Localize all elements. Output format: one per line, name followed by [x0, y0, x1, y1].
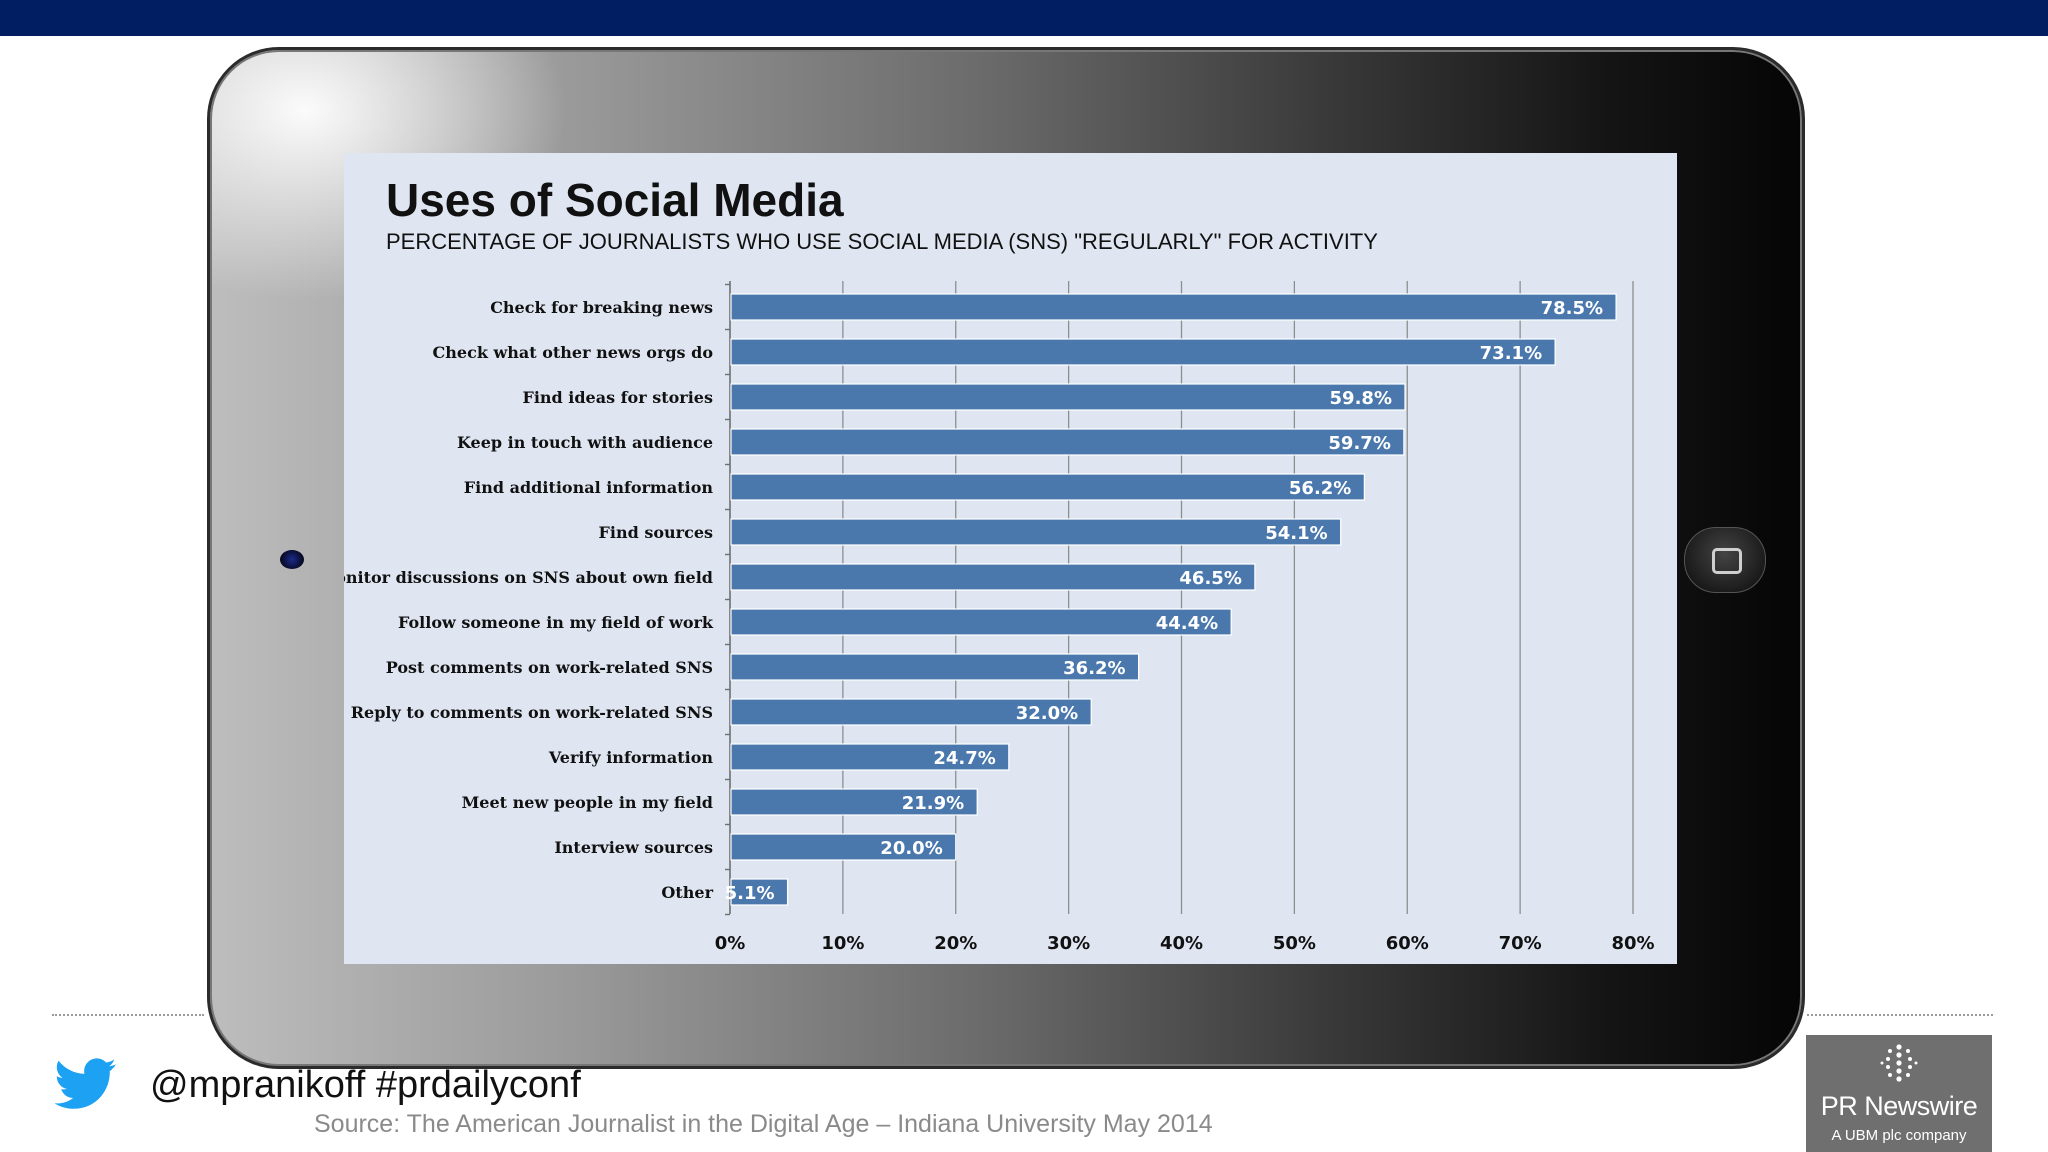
x-tick-label: 30% [1047, 933, 1090, 954]
bar-data-label: 20.0% [880, 838, 942, 859]
source-citation: Source: The American Journalist in the D… [314, 1110, 1213, 1138]
bar-data-label: 78.5% [1541, 298, 1603, 319]
bar-data-label: 59.8% [1330, 388, 1392, 409]
bar-data-label: 46.5% [1179, 568, 1241, 589]
category-label: Post comments on work-related SNS [386, 658, 713, 677]
bar [730, 833, 957, 861]
category-label: Meet new people in my field [462, 793, 713, 812]
logo-tagline: A UBM plc company [1831, 1127, 1967, 1144]
pr-newswire-logo: PR Newswire A UBM plc company [1806, 1035, 1992, 1152]
bar [730, 518, 1342, 546]
bar [730, 293, 1617, 321]
camera-icon [280, 550, 304, 569]
bar-data-label: 5.1% [725, 883, 775, 904]
twitter-bird-icon [55, 1058, 116, 1109]
bar-chart: 0% 10% 20% 30% 40% 50% 60% 70% 80% 78.5% Check for… [344, 281, 1655, 954]
twitter-handle: @mpranikoff #prdailyconf [150, 1064, 581, 1106]
dotted-globe-icon [1880, 1044, 1918, 1082]
bar-data-label: 21.9% [902, 793, 964, 814]
chart-screen: 0% 10% 20% 30% 40% 50% 60% 70% 80% 78.5% Check for… [344, 153, 1677, 964]
bar [730, 563, 1256, 591]
home-button[interactable] [1684, 527, 1766, 593]
chart-subtitle: PERCENTAGE OF JOURNALISTS WHO USE SOCIAL… [386, 229, 1378, 254]
category-label: Find ideas for stories [522, 388, 713, 407]
logo-name: PR Newswire [1820, 1091, 1978, 1121]
bar-data-label: 44.4% [1156, 613, 1218, 634]
bar [730, 473, 1365, 501]
bar [730, 698, 1092, 726]
bar-data-label: 36.2% [1063, 658, 1125, 679]
top-banner [0, 0, 2048, 36]
category-label: Keep in touch with audience [457, 433, 713, 452]
category-label: Reply to comments on work-related SNS [351, 703, 713, 722]
divider-left [52, 1014, 204, 1016]
x-tick-label: 0% [715, 933, 746, 954]
x-tick-label: 70% [1499, 933, 1542, 954]
category-label: Find sources [599, 523, 714, 542]
category-label: Verify information [548, 748, 714, 767]
bar [730, 788, 978, 816]
x-tick-label: 80% [1611, 933, 1654, 954]
bar [730, 878, 789, 906]
chart-title: Uses of Social Media [386, 174, 844, 226]
x-tick-label: 20% [934, 933, 977, 954]
bar [730, 428, 1405, 456]
x-tick-label: 40% [1160, 933, 1203, 954]
bar-data-label: 54.1% [1265, 523, 1327, 544]
category-label: Find additional information [464, 478, 714, 497]
x-tick-label: 10% [821, 933, 864, 954]
x-tick-label: 50% [1273, 933, 1316, 954]
category-label: Interview sources [554, 838, 713, 857]
bar-data-label: 24.7% [933, 748, 995, 769]
category-label: Check for breaking news [490, 298, 713, 317]
bar [730, 743, 1010, 771]
category-label: Follow someone in my field of work [398, 613, 714, 632]
bar-data-label: 73.1% [1480, 343, 1542, 364]
bar [730, 653, 1140, 681]
bar-data-label: 32.0% [1016, 703, 1078, 724]
square-icon [1712, 548, 1742, 574]
bar-data-label: 56.2% [1289, 478, 1351, 499]
bar [730, 383, 1406, 411]
bar-data-label: 59.7% [1328, 433, 1390, 454]
x-tick-label: 60% [1386, 933, 1429, 954]
category-label: Check what other news orgs do [433, 343, 714, 362]
bar [730, 608, 1232, 636]
bar [730, 338, 1556, 366]
category-label: Other [661, 883, 713, 902]
divider-right [1807, 1014, 1993, 1016]
category-label: Monitor discussions on SNS about own fie… [344, 568, 713, 587]
